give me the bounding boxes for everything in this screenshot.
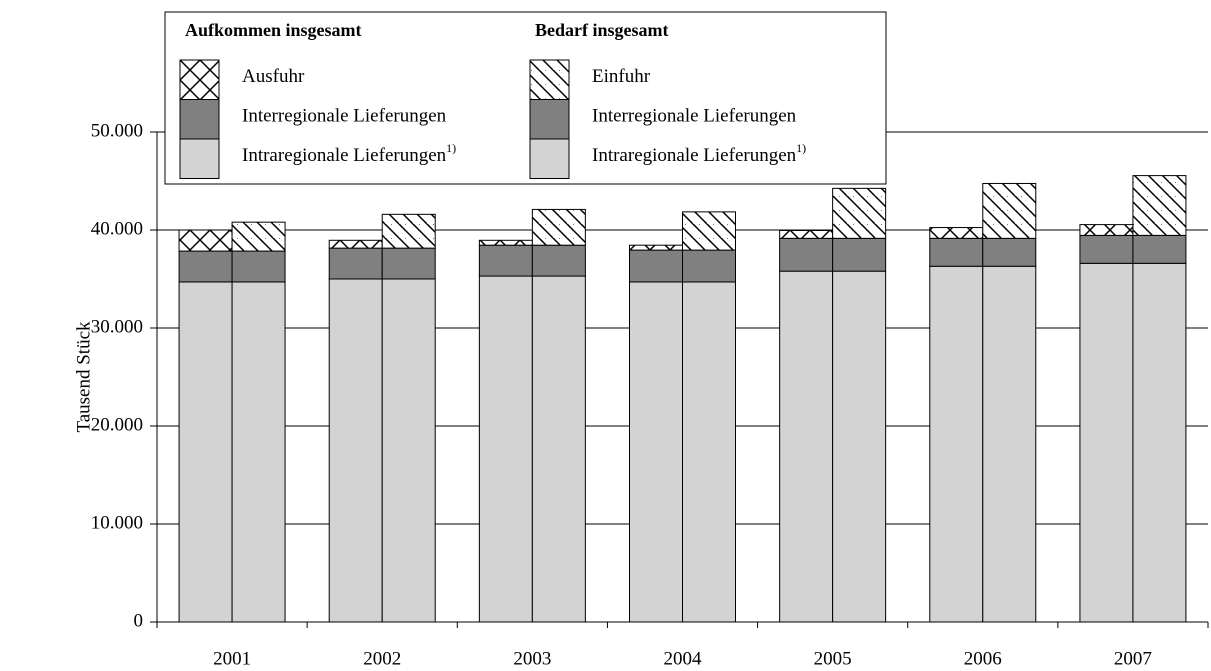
bar-segment bbox=[1132, 175, 1187, 236]
bar-segment bbox=[1079, 224, 1134, 236]
bar-segment bbox=[682, 211, 736, 251]
bar-segment bbox=[381, 278, 436, 623]
bar-segment bbox=[682, 281, 736, 623]
y-tick-label: 30.000 bbox=[91, 316, 143, 337]
bar-segment bbox=[1132, 262, 1187, 623]
x-tick-label: 2004 bbox=[664, 648, 703, 669]
bar-segment bbox=[929, 227, 984, 239]
bar-segment bbox=[832, 270, 887, 623]
x-tick-label: 2003 bbox=[513, 648, 551, 669]
bar-segment bbox=[531, 208, 586, 246]
bar-segment bbox=[231, 221, 286, 252]
x-tick-label: 2006 bbox=[964, 648, 1002, 669]
legend-label-text: Intraregionale Lieferungen bbox=[592, 145, 797, 166]
bar-segment bbox=[982, 265, 1037, 623]
y-tick-label: 0 bbox=[134, 610, 144, 631]
y-tick-label: 10.000 bbox=[91, 512, 143, 533]
bar-segment bbox=[478, 244, 533, 277]
bar-segment bbox=[629, 281, 683, 623]
bar-segment bbox=[531, 275, 586, 623]
x-tick-label: 2007 bbox=[1114, 648, 1152, 669]
bar-segment bbox=[478, 275, 533, 623]
legend-note: 1) bbox=[446, 141, 456, 155]
bar-segment bbox=[178, 250, 233, 283]
bar-segment bbox=[231, 281, 286, 623]
bar-segment bbox=[929, 265, 984, 623]
x-tick-label: 2005 bbox=[814, 648, 852, 669]
bar-segment bbox=[779, 229, 834, 239]
bar-segment bbox=[982, 182, 1037, 239]
bar-segment bbox=[178, 229, 233, 252]
legend-label: Interregionale Lieferungen bbox=[592, 106, 797, 127]
bar-segment bbox=[328, 239, 383, 249]
y-tick-label: 50.000 bbox=[91, 120, 143, 141]
bar-segment bbox=[929, 237, 984, 267]
legend-swatch bbox=[529, 59, 570, 100]
legend-header: Aufkommen insgesamt bbox=[185, 20, 362, 40]
legend-label-text: Interregionale Lieferungen bbox=[592, 106, 797, 127]
x-tick-label: 2001 bbox=[213, 648, 251, 669]
legend-label-text: Einfuhr bbox=[592, 66, 651, 87]
bar-segment bbox=[478, 239, 533, 246]
bar-segment bbox=[1079, 234, 1134, 264]
legend-box bbox=[164, 11, 887, 185]
bar-segment bbox=[381, 213, 436, 249]
legend-label: Intraregionale Lieferungen1) bbox=[592, 141, 806, 167]
bar-segment bbox=[178, 281, 233, 623]
bar-segment bbox=[779, 270, 834, 623]
legend-header: Bedarf insgesamt bbox=[535, 20, 669, 40]
y-tick-label: 20.000 bbox=[91, 414, 143, 435]
y-axis-label: Tausend Stück bbox=[73, 321, 94, 433]
legend-swatch bbox=[179, 59, 220, 100]
bar-segment bbox=[629, 249, 683, 283]
legend-label-text: Interregionale Lieferungen bbox=[242, 106, 447, 127]
bar-segment bbox=[832, 237, 887, 272]
legend-swatch bbox=[529, 99, 570, 140]
legend-label: Einfuhr bbox=[592, 66, 651, 87]
legend-swatch bbox=[179, 138, 220, 179]
bar-segment bbox=[682, 249, 736, 283]
bar-segment bbox=[328, 278, 383, 623]
legend-label: Intraregionale Lieferungen1) bbox=[242, 141, 456, 167]
legend-note: 1) bbox=[796, 141, 806, 155]
bar-segment bbox=[982, 237, 1037, 267]
legend-swatch bbox=[179, 99, 220, 140]
legend-swatch bbox=[529, 138, 570, 179]
bar-segment bbox=[832, 187, 887, 239]
legend-label: Interregionale Lieferungen bbox=[242, 106, 447, 127]
bar-segment bbox=[231, 250, 286, 283]
bar-segment bbox=[1079, 262, 1134, 623]
legend-label-text: Ausfuhr bbox=[242, 66, 305, 87]
bar-segment bbox=[1132, 234, 1187, 264]
legend-label-text: Intraregionale Lieferungen bbox=[242, 145, 447, 166]
bar-segment bbox=[328, 247, 383, 280]
bar-segment bbox=[381, 247, 436, 280]
y-tick-label: 40.000 bbox=[91, 218, 143, 239]
bar-segment bbox=[629, 244, 683, 251]
bar-segment bbox=[779, 237, 834, 272]
bar-segment bbox=[531, 244, 586, 277]
legend-label: Ausfuhr bbox=[242, 66, 305, 87]
x-tick-label: 2002 bbox=[363, 648, 401, 669]
